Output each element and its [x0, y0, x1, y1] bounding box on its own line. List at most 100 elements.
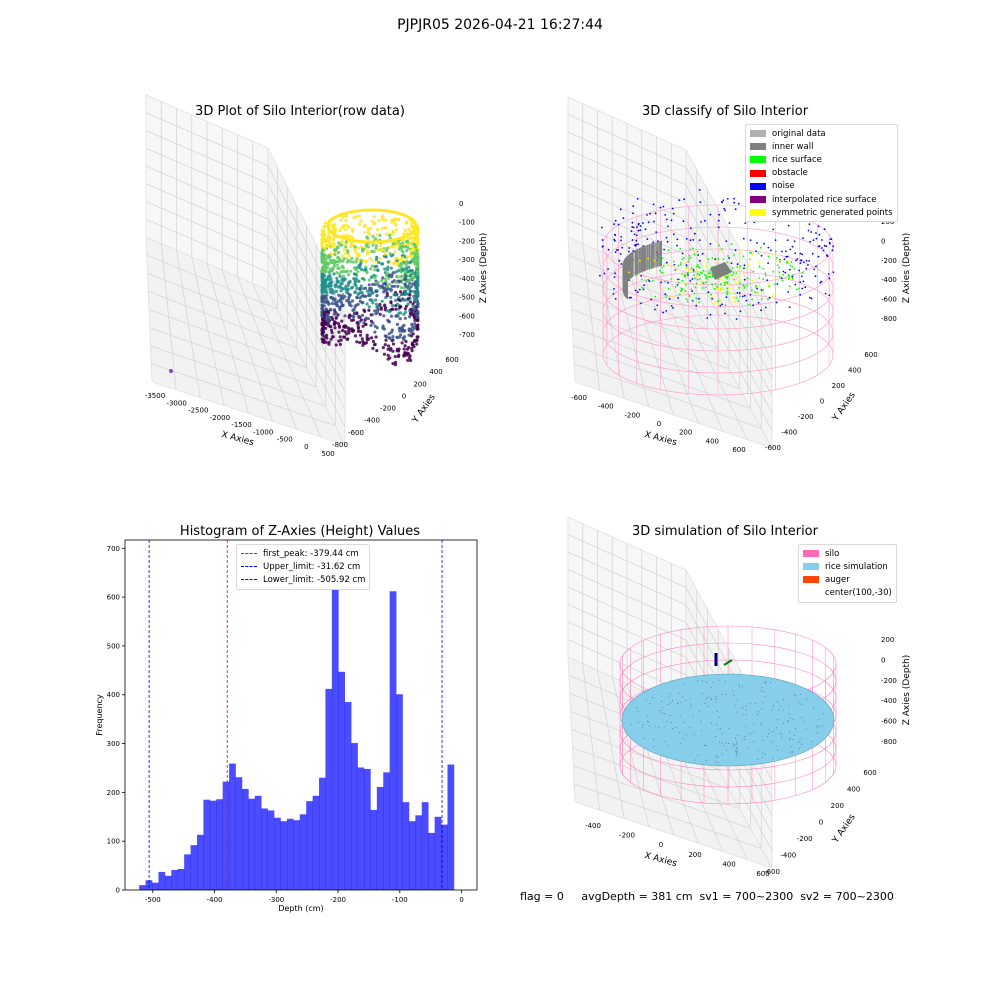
histogram-bar: [338, 671, 346, 890]
histogram-bar: [421, 802, 429, 890]
classify-x-tick-label: -400: [598, 403, 614, 411]
legend-label: Upper_limit: -31.62 cm: [263, 561, 361, 572]
legend-label: rice simulation: [825, 561, 888, 572]
histogram-legend-item: Upper_limit: -31.62 cm: [241, 560, 365, 573]
simulation-x-tick-label: 200: [688, 851, 701, 859]
simulation-x-tick-label: 400: [722, 860, 735, 868]
histogram-bar: [344, 702, 352, 890]
raw-z-tick-label: -200: [459, 237, 475, 245]
raw-z-tick-label: -400: [459, 275, 475, 283]
histogram-bar: [312, 795, 320, 890]
histogram-bar: [383, 772, 390, 890]
simulation-x-tick-label: 600: [756, 870, 769, 878]
y-tick-label: 100: [107, 838, 120, 846]
x-tick-label: -500: [145, 896, 161, 904]
legend-label: symmetric generated points: [772, 207, 893, 218]
simulation-x-axis-label: X Axies: [643, 851, 678, 869]
simulation-3d-axes: [567, 516, 773, 869]
simulation-3d-plot[interactable]: -400-2000200400600-600-400-2000200400600…: [500, 500, 1000, 890]
histogram-bar: [216, 799, 223, 890]
legend-line-swatch: [241, 553, 257, 555]
histogram-bar: [306, 801, 313, 890]
simulation-z-tick-label: -600: [881, 718, 897, 726]
legend-swatch: [750, 143, 766, 151]
raw-z-axis-label: Z Axies (Depth): [479, 233, 489, 304]
raw-x-tick-label: -3000: [166, 399, 186, 407]
classify-x-tick-label: -600: [571, 394, 587, 402]
legend-label: noise: [772, 181, 795, 192]
histogram-bar: [396, 694, 403, 890]
raw-z-tick-label: -700: [459, 331, 475, 339]
histogram-legend-item: first_peak: -379.44 cm: [241, 547, 365, 560]
x-tick-label: -100: [392, 896, 408, 904]
x-tick-label: -200: [330, 896, 346, 904]
histogram-bar: [267, 810, 275, 890]
simulation-y-tick-label: -600: [764, 868, 780, 876]
legend-swatch: [803, 563, 819, 571]
classify-x-tick-label: 400: [706, 437, 719, 445]
raw-x-tick-label: 0: [304, 443, 308, 451]
legend-label: first_peak: -379.44 cm: [263, 548, 359, 559]
simulation-z-tick-label: 200: [881, 636, 894, 644]
simulation-plot-title: 3D simulation of Silo Interior: [632, 524, 818, 539]
raw-y-tick-label: -600: [348, 429, 364, 437]
simulation-z-tick-label: -400: [881, 697, 897, 705]
classify-3d-axes: [567, 96, 773, 449]
histogram-bar: [222, 781, 230, 890]
x-tick-label: -300: [268, 896, 284, 904]
classify-legend-item: rice surface: [750, 153, 893, 166]
histogram-legend: first_peak: -379.44 cm Upper_limit: -31.6…: [236, 544, 371, 590]
raw-y-tick-label: 400: [429, 368, 442, 376]
raw-y-tick-label: 0: [402, 392, 406, 400]
y-tick-label: 0: [116, 887, 120, 895]
histogram-bar: [428, 832, 435, 890]
histogram-bar: [434, 816, 442, 890]
histogram-frame: [124, 539, 478, 891]
histogram-bar: [325, 688, 333, 890]
legend-swatch: [803, 590, 819, 597]
histogram-bar: [203, 799, 211, 890]
simulation-x-tick-label: -400: [585, 822, 601, 830]
raw-x-axis-label: X Axies: [220, 430, 255, 448]
raw-3d-plot[interactable]: -3500-3000-2500-2000-1500-1000-5000500-8…: [0, 0, 500, 500]
legend-swatch: [750, 156, 766, 164]
classify-y-axis-label: Y Axies: [830, 390, 858, 423]
classify-x-tick-label: -200: [624, 411, 640, 419]
classify-y-tick-label: -200: [798, 413, 814, 421]
y-tick-label: 500: [107, 642, 120, 650]
raw-z-tick-label: -100: [459, 219, 475, 227]
histogram-bar: [158, 871, 166, 890]
y-tick-label: 700: [107, 545, 120, 553]
y-tick-label: 600: [107, 594, 120, 602]
histogram-legend-item: Lower_limit: -505.92 cm: [241, 573, 365, 586]
legend-label: silo: [825, 548, 840, 559]
simulation-y-axis-label: Y Axies: [830, 812, 858, 845]
histogram-bar: [190, 845, 198, 890]
histogram-y-axis-label: Frequency: [95, 694, 104, 736]
classify-legend-item: inner wall: [750, 140, 893, 153]
simulation-y-tick-label: -200: [797, 835, 813, 843]
x-tick-label: 0: [459, 896, 463, 904]
legend-label: center(100,-30): [825, 588, 892, 599]
raw-x-tick-label: -1500: [231, 421, 251, 429]
histogram-chart[interactable]: -500 -400 -300 -200 -100 0 0 100 200 300 400 500 60…: [0, 500, 500, 930]
histogram-bar: [389, 591, 397, 890]
classify-x-tick-label: 0: [657, 420, 661, 428]
raw-y-axis-label: Y Axies: [410, 392, 438, 425]
histogram-bar: [351, 743, 358, 890]
histogram-bar: [274, 817, 281, 890]
histogram-bar: [370, 809, 378, 890]
simulation-legend-item: center(100,-30): [803, 587, 892, 600]
simulation-y-tick-label: 0: [819, 819, 823, 827]
histogram-bar: [152, 882, 159, 890]
histogram-bar: [402, 802, 410, 890]
simulation-legend-item: rice simulation: [803, 560, 892, 573]
simulation-y-tick-label: 600: [863, 769, 876, 777]
simulation-z-tick-label: -800: [881, 738, 897, 746]
histogram-bar: [261, 808, 268, 890]
classify-legend-item: noise: [750, 180, 893, 193]
classify-z-tick-label: -800: [881, 315, 897, 323]
histogram-bar: [229, 763, 236, 890]
raw-plot-title: 3D Plot of Silo Interior(row data): [195, 104, 405, 119]
